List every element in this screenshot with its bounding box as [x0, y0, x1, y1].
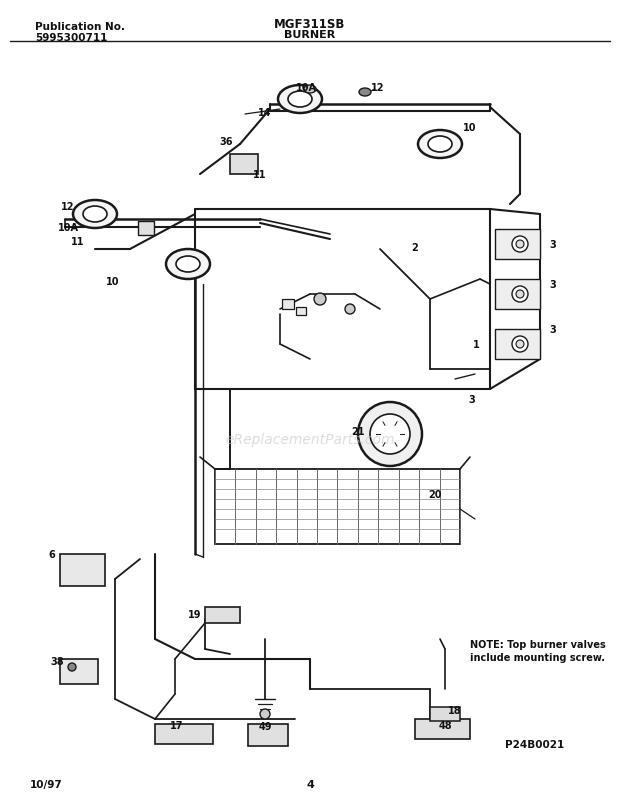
Text: 18: 18 — [448, 705, 462, 715]
Circle shape — [516, 291, 524, 299]
Text: 12: 12 — [61, 202, 75, 212]
Bar — [495, 230, 540, 259]
Ellipse shape — [428, 137, 452, 153]
Circle shape — [260, 709, 270, 719]
Text: 49: 49 — [259, 721, 272, 731]
Bar — [495, 279, 540, 310]
Text: Publication No.: Publication No. — [35, 22, 125, 32]
Text: 4: 4 — [306, 779, 314, 789]
Text: 10: 10 — [106, 277, 120, 287]
Circle shape — [512, 287, 528, 303]
Text: 5995300711: 5995300711 — [35, 33, 107, 43]
Ellipse shape — [359, 89, 371, 97]
Circle shape — [68, 663, 76, 671]
Text: MGF311SB: MGF311SB — [274, 18, 346, 31]
Text: 10A: 10A — [58, 222, 79, 233]
Text: 12: 12 — [371, 83, 385, 93]
Text: 10/97: 10/97 — [30, 779, 63, 789]
Text: 19: 19 — [188, 609, 202, 619]
Text: 10A: 10A — [296, 83, 316, 93]
Circle shape — [370, 414, 410, 454]
Text: eReplacementParts.com: eReplacementParts.com — [225, 433, 395, 446]
Ellipse shape — [304, 86, 316, 94]
Bar — [230, 155, 258, 175]
Circle shape — [516, 340, 524, 349]
Bar — [495, 329, 540, 360]
Bar — [430, 707, 460, 721]
Ellipse shape — [166, 250, 210, 279]
Ellipse shape — [278, 86, 322, 114]
Text: 38: 38 — [50, 656, 64, 666]
Text: 11: 11 — [253, 169, 267, 180]
Circle shape — [512, 336, 528, 353]
Text: 21: 21 — [352, 426, 365, 437]
Text: 3: 3 — [469, 394, 476, 405]
Bar — [155, 724, 213, 744]
Text: 20: 20 — [428, 489, 441, 499]
Text: 11: 11 — [71, 237, 85, 247]
Text: 14: 14 — [259, 108, 272, 118]
Text: 6: 6 — [48, 549, 55, 560]
Text: 17: 17 — [170, 720, 184, 730]
Bar — [415, 719, 470, 739]
Ellipse shape — [83, 206, 107, 222]
Bar — [138, 222, 154, 236]
Text: NOTE: Top burner valves: NOTE: Top burner valves — [470, 639, 606, 649]
Text: 48: 48 — [438, 720, 452, 730]
Text: include mounting screw.: include mounting screw. — [470, 652, 605, 662]
Bar — [60, 554, 105, 586]
Circle shape — [345, 304, 355, 315]
Circle shape — [358, 402, 422, 467]
Bar — [60, 659, 98, 684]
Circle shape — [516, 241, 524, 249]
Ellipse shape — [73, 201, 117, 229]
Text: 36: 36 — [219, 137, 232, 147]
Bar — [205, 607, 240, 623]
Text: 10: 10 — [463, 123, 477, 132]
Text: 3: 3 — [549, 279, 556, 290]
Text: P24B0021: P24B0021 — [505, 739, 565, 749]
Text: 3: 3 — [549, 240, 556, 250]
Text: 3: 3 — [549, 324, 556, 335]
Text: 2: 2 — [412, 243, 418, 253]
Bar — [282, 300, 294, 310]
Bar — [296, 308, 306, 316]
Text: BURNER: BURNER — [285, 30, 335, 40]
Ellipse shape — [288, 92, 312, 108]
Ellipse shape — [418, 131, 462, 159]
Bar — [248, 724, 288, 746]
Circle shape — [314, 294, 326, 306]
Ellipse shape — [176, 257, 200, 273]
Text: 1: 1 — [472, 340, 479, 349]
Circle shape — [512, 237, 528, 253]
